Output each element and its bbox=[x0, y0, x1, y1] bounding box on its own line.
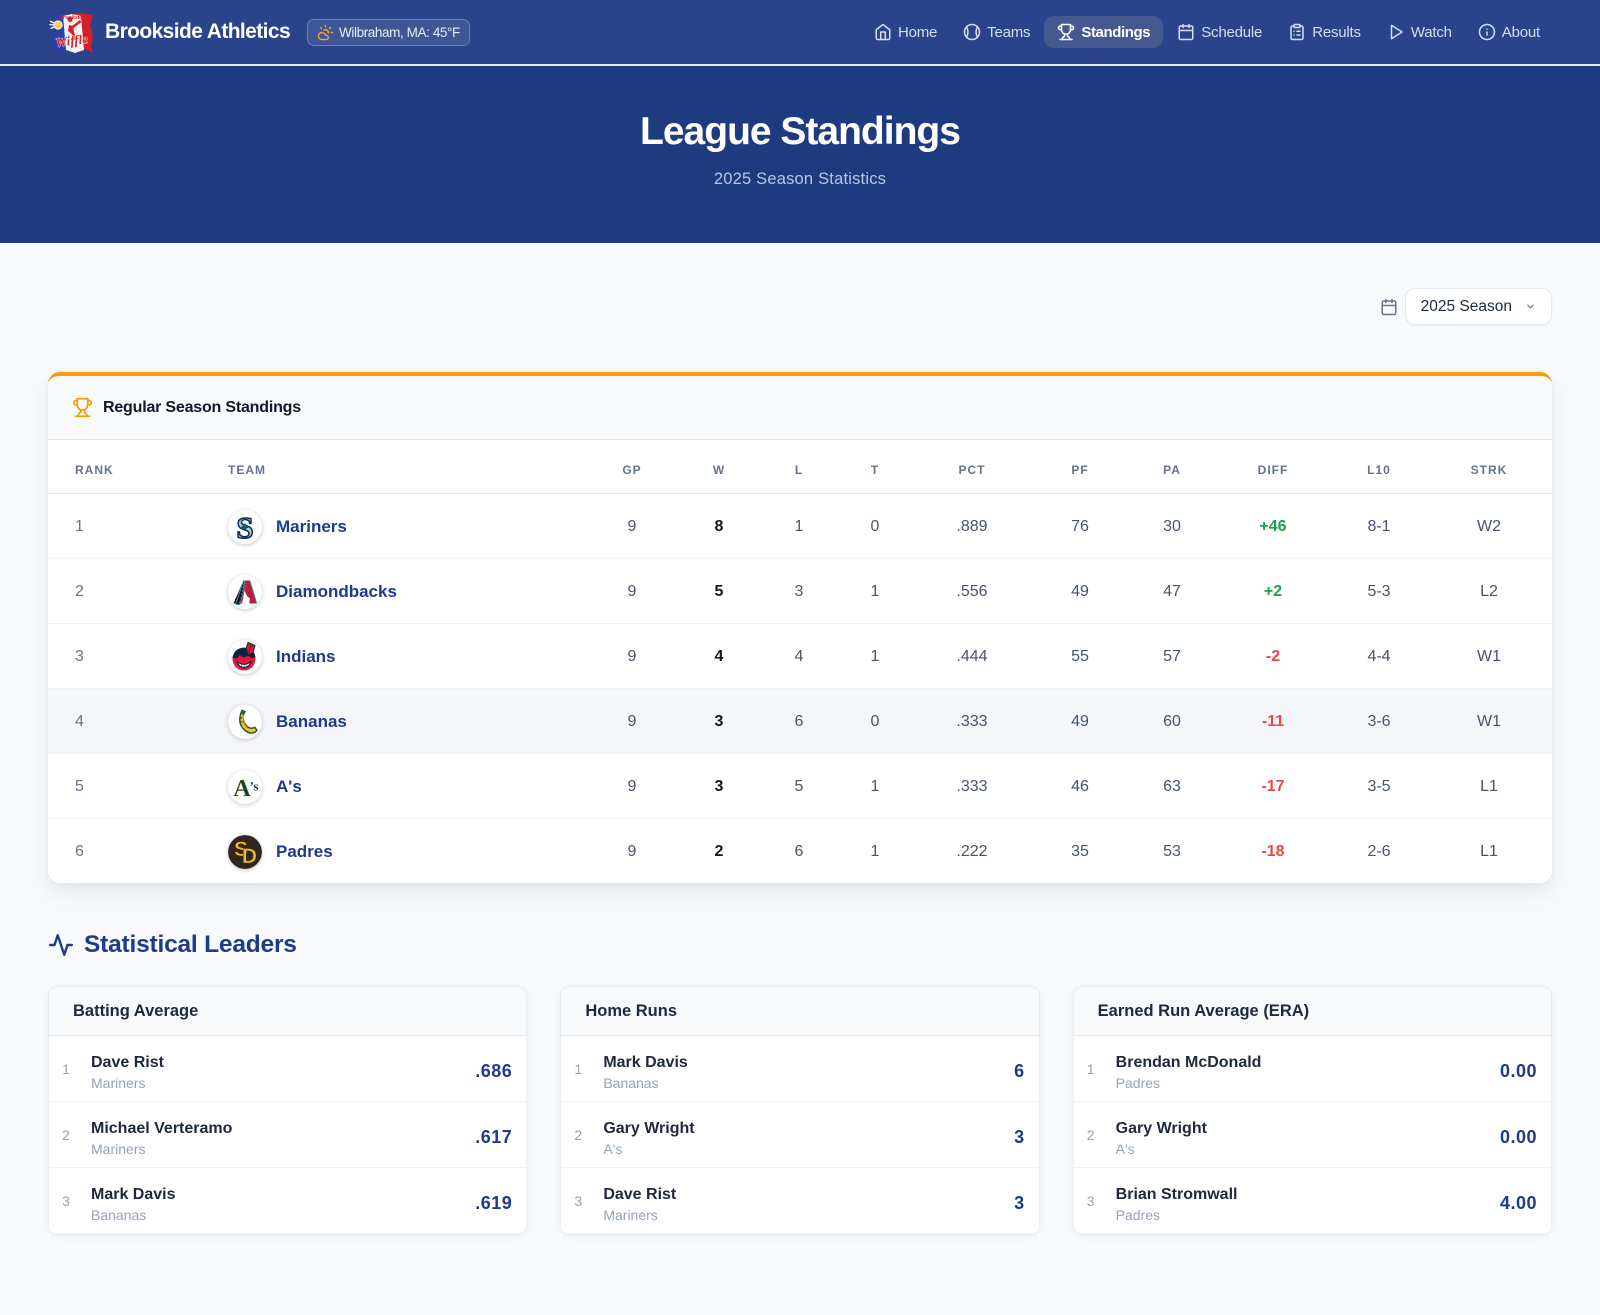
svg-text:’s: ’s bbox=[250, 779, 259, 794]
svg-text:Wiffle: Wiffle bbox=[54, 31, 88, 50]
svg-text:A: A bbox=[233, 776, 251, 802]
svg-text:D: D bbox=[242, 845, 257, 868]
svg-text:S: S bbox=[234, 838, 248, 861]
